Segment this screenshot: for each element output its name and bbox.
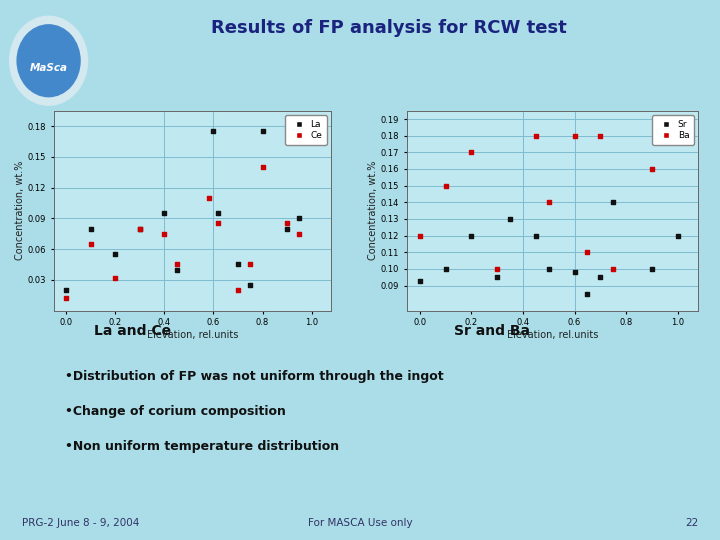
- Text: •Change of corium composition: •Change of corium composition: [65, 405, 286, 418]
- Point: [646, 265, 657, 273]
- Point: [414, 276, 426, 285]
- Point: [582, 289, 593, 298]
- Point: [245, 260, 256, 269]
- Text: •Distribution of FP was not uniform through the ingot: •Distribution of FP was not uniform thro…: [65, 370, 444, 383]
- Text: •Non uniform temperature distribution: •Non uniform temperature distribution: [65, 440, 339, 453]
- Point: [134, 224, 145, 233]
- Point: [672, 131, 683, 140]
- Point: [245, 281, 256, 289]
- Text: Results of FP analysis for RCW test: Results of FP analysis for RCW test: [211, 19, 567, 37]
- Point: [171, 260, 182, 269]
- Point: [233, 260, 244, 269]
- Point: [294, 230, 305, 238]
- Point: [294, 214, 305, 222]
- Point: [543, 265, 554, 273]
- Point: [569, 268, 580, 276]
- Point: [212, 219, 224, 228]
- Point: [504, 214, 516, 223]
- Point: [672, 231, 683, 240]
- Point: [491, 273, 503, 281]
- Point: [60, 286, 72, 294]
- Point: [109, 250, 121, 259]
- Point: [466, 148, 477, 157]
- Y-axis label: Concentration, wt.%: Concentration, wt.%: [368, 161, 378, 260]
- X-axis label: Elevation, rel.units: Elevation, rel.units: [507, 330, 598, 340]
- Point: [530, 131, 541, 140]
- Point: [569, 131, 580, 140]
- Point: [582, 248, 593, 256]
- Circle shape: [9, 16, 88, 105]
- Point: [207, 127, 219, 136]
- Point: [60, 294, 72, 302]
- Point: [134, 224, 145, 233]
- Point: [212, 209, 224, 218]
- Point: [257, 127, 269, 136]
- X-axis label: Elevation, rel.units: Elevation, rel.units: [147, 330, 238, 340]
- Point: [491, 265, 503, 273]
- Point: [158, 230, 170, 238]
- Point: [646, 165, 657, 173]
- Point: [85, 240, 96, 248]
- Point: [257, 163, 269, 171]
- Point: [203, 193, 215, 202]
- Text: Sr and Ba: Sr and Ba: [454, 324, 530, 338]
- Point: [282, 219, 293, 228]
- Text: MaSca: MaSca: [30, 63, 68, 73]
- Text: For MASCA Use only: For MASCA Use only: [307, 518, 413, 528]
- Point: [543, 198, 554, 207]
- Point: [109, 273, 121, 282]
- Point: [466, 231, 477, 240]
- Point: [171, 265, 182, 274]
- Point: [282, 224, 293, 233]
- Point: [440, 181, 451, 190]
- Point: [414, 231, 426, 240]
- Point: [233, 286, 244, 294]
- Point: [595, 273, 606, 281]
- Point: [595, 131, 606, 140]
- Text: 22: 22: [685, 518, 698, 528]
- Point: [85, 224, 96, 233]
- Text: La and Ce: La and Ce: [94, 324, 171, 338]
- Point: [530, 231, 541, 240]
- Point: [608, 198, 619, 207]
- Point: [158, 209, 170, 218]
- Text: PRG-2 June 8 - 9, 2004: PRG-2 June 8 - 9, 2004: [22, 518, 139, 528]
- Legend: La, Ce: La, Ce: [285, 115, 327, 145]
- Point: [608, 265, 619, 273]
- Circle shape: [17, 25, 80, 97]
- Point: [440, 265, 451, 273]
- Legend: Sr, Ba: Sr, Ba: [652, 115, 694, 145]
- Y-axis label: Concentration, wt.%: Concentration, wt.%: [15, 161, 25, 260]
